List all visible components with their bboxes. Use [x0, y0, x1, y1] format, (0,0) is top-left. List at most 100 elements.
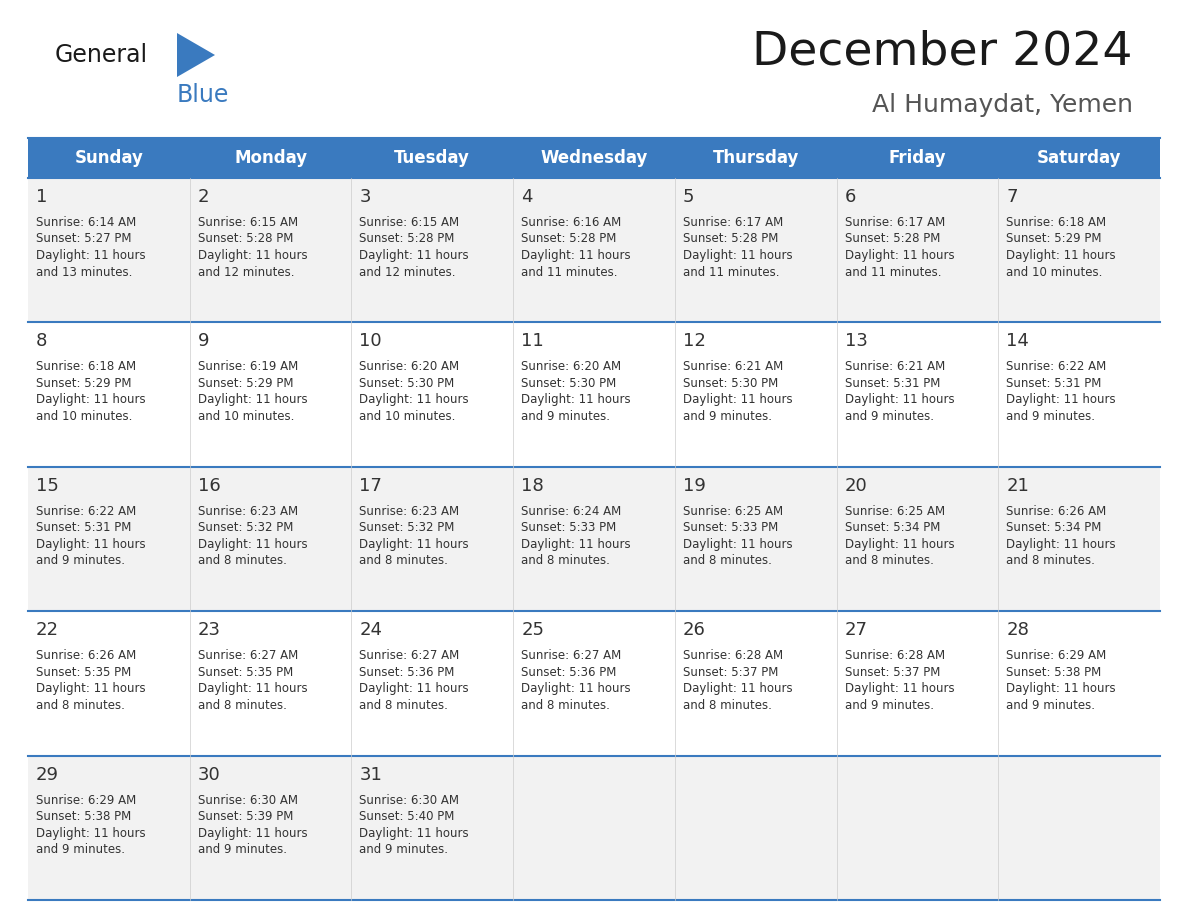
- Text: Sunset: 5:34 PM: Sunset: 5:34 PM: [845, 521, 940, 534]
- Text: Sunrise: 6:17 AM: Sunrise: 6:17 AM: [845, 216, 944, 229]
- Text: and 8 minutes.: and 8 minutes.: [522, 699, 609, 711]
- Text: 9: 9: [197, 332, 209, 351]
- Text: 13: 13: [845, 332, 867, 351]
- Text: Sunrise: 6:30 AM: Sunrise: 6:30 AM: [197, 793, 298, 807]
- Text: Daylight: 11 hours: Daylight: 11 hours: [36, 826, 146, 840]
- Text: Daylight: 11 hours: Daylight: 11 hours: [683, 682, 792, 695]
- Text: and 8 minutes.: and 8 minutes.: [360, 554, 448, 567]
- Text: Daylight: 11 hours: Daylight: 11 hours: [845, 682, 954, 695]
- Text: and 12 minutes.: and 12 minutes.: [197, 265, 295, 278]
- Text: Sunset: 5:38 PM: Sunset: 5:38 PM: [36, 810, 131, 823]
- Bar: [29, 756, 1159, 900]
- Text: Daylight: 11 hours: Daylight: 11 hours: [522, 249, 631, 262]
- Text: Sunrise: 6:24 AM: Sunrise: 6:24 AM: [522, 505, 621, 518]
- Text: and 8 minutes.: and 8 minutes.: [360, 699, 448, 711]
- Text: Daylight: 11 hours: Daylight: 11 hours: [1006, 394, 1116, 407]
- Text: Sunrise: 6:18 AM: Sunrise: 6:18 AM: [36, 361, 137, 374]
- Text: and 9 minutes.: and 9 minutes.: [1006, 410, 1095, 423]
- Text: Daylight: 11 hours: Daylight: 11 hours: [522, 538, 631, 551]
- Text: Sunset: 5:31 PM: Sunset: 5:31 PM: [845, 377, 940, 390]
- Text: and 9 minutes.: and 9 minutes.: [197, 843, 286, 856]
- Text: 3: 3: [360, 188, 371, 206]
- Text: Al Humaydat, Yemen: Al Humaydat, Yemen: [872, 93, 1133, 117]
- Text: 8: 8: [36, 332, 48, 351]
- Text: Sunset: 5:36 PM: Sunset: 5:36 PM: [360, 666, 455, 678]
- Text: 11: 11: [522, 332, 544, 351]
- Text: 15: 15: [36, 476, 59, 495]
- Text: Sunset: 5:28 PM: Sunset: 5:28 PM: [522, 232, 617, 245]
- Text: 31: 31: [360, 766, 383, 784]
- Text: Daylight: 11 hours: Daylight: 11 hours: [360, 394, 469, 407]
- Text: 26: 26: [683, 621, 706, 639]
- Text: 28: 28: [1006, 621, 1029, 639]
- Text: Sunset: 5:34 PM: Sunset: 5:34 PM: [1006, 521, 1101, 534]
- Text: 21: 21: [1006, 476, 1029, 495]
- Text: and 9 minutes.: and 9 minutes.: [36, 843, 125, 856]
- Text: Daylight: 11 hours: Daylight: 11 hours: [197, 538, 308, 551]
- Text: Daylight: 11 hours: Daylight: 11 hours: [845, 394, 954, 407]
- Text: Sunrise: 6:20 AM: Sunrise: 6:20 AM: [522, 361, 621, 374]
- Text: and 13 minutes.: and 13 minutes.: [36, 265, 132, 278]
- Text: Sunset: 5:32 PM: Sunset: 5:32 PM: [197, 521, 293, 534]
- Text: Monday: Monday: [234, 149, 308, 167]
- Text: 16: 16: [197, 476, 221, 495]
- Text: Daylight: 11 hours: Daylight: 11 hours: [522, 394, 631, 407]
- Text: Sunrise: 6:15 AM: Sunrise: 6:15 AM: [360, 216, 460, 229]
- Text: 27: 27: [845, 621, 867, 639]
- Text: 25: 25: [522, 621, 544, 639]
- Text: and 8 minutes.: and 8 minutes.: [197, 554, 286, 567]
- Text: Thursday: Thursday: [713, 149, 798, 167]
- Text: Sunrise: 6:15 AM: Sunrise: 6:15 AM: [197, 216, 298, 229]
- Text: and 8 minutes.: and 8 minutes.: [36, 699, 125, 711]
- Text: Daylight: 11 hours: Daylight: 11 hours: [845, 538, 954, 551]
- Text: Daylight: 11 hours: Daylight: 11 hours: [845, 249, 954, 262]
- Text: 29: 29: [36, 766, 59, 784]
- Text: December 2024: December 2024: [752, 29, 1133, 74]
- Text: 30: 30: [197, 766, 221, 784]
- Text: and 8 minutes.: and 8 minutes.: [1006, 554, 1095, 567]
- Text: Sunrise: 6:21 AM: Sunrise: 6:21 AM: [845, 361, 944, 374]
- Text: Sunset: 5:28 PM: Sunset: 5:28 PM: [845, 232, 940, 245]
- Text: Sunset: 5:29 PM: Sunset: 5:29 PM: [1006, 232, 1101, 245]
- Text: and 10 minutes.: and 10 minutes.: [197, 410, 295, 423]
- Text: Daylight: 11 hours: Daylight: 11 hours: [197, 826, 308, 840]
- Text: Sunset: 5:37 PM: Sunset: 5:37 PM: [845, 666, 940, 678]
- Text: Daylight: 11 hours: Daylight: 11 hours: [1006, 249, 1116, 262]
- Text: Sunrise: 6:27 AM: Sunrise: 6:27 AM: [197, 649, 298, 662]
- Text: Saturday: Saturday: [1037, 149, 1121, 167]
- Text: Tuesday: Tuesday: [394, 149, 470, 167]
- Text: Sunrise: 6:18 AM: Sunrise: 6:18 AM: [1006, 216, 1106, 229]
- Text: Sunset: 5:40 PM: Sunset: 5:40 PM: [360, 810, 455, 823]
- Text: and 9 minutes.: and 9 minutes.: [360, 843, 448, 856]
- Text: Sunrise: 6:23 AM: Sunrise: 6:23 AM: [360, 505, 460, 518]
- Text: Sunset: 5:39 PM: Sunset: 5:39 PM: [197, 810, 293, 823]
- Text: Daylight: 11 hours: Daylight: 11 hours: [197, 394, 308, 407]
- Text: Sunset: 5:28 PM: Sunset: 5:28 PM: [197, 232, 293, 245]
- Text: 19: 19: [683, 476, 706, 495]
- Text: 22: 22: [36, 621, 59, 639]
- Text: and 9 minutes.: and 9 minutes.: [845, 410, 934, 423]
- Text: Blue: Blue: [177, 83, 229, 107]
- Text: Daylight: 11 hours: Daylight: 11 hours: [683, 249, 792, 262]
- Text: 17: 17: [360, 476, 383, 495]
- Text: Daylight: 11 hours: Daylight: 11 hours: [36, 538, 146, 551]
- Bar: [29, 178, 1159, 322]
- Text: and 10 minutes.: and 10 minutes.: [36, 410, 132, 423]
- Text: and 11 minutes.: and 11 minutes.: [845, 265, 941, 278]
- Text: Sunrise: 6:27 AM: Sunrise: 6:27 AM: [360, 649, 460, 662]
- Text: Sunrise: 6:22 AM: Sunrise: 6:22 AM: [36, 505, 137, 518]
- Bar: [29, 138, 1159, 178]
- Text: Sunset: 5:30 PM: Sunset: 5:30 PM: [683, 377, 778, 390]
- Text: Wednesday: Wednesday: [541, 149, 647, 167]
- Text: 18: 18: [522, 476, 544, 495]
- Text: Sunset: 5:36 PM: Sunset: 5:36 PM: [522, 666, 617, 678]
- Text: and 8 minutes.: and 8 minutes.: [683, 699, 772, 711]
- Text: Sunset: 5:38 PM: Sunset: 5:38 PM: [1006, 666, 1101, 678]
- Text: Daylight: 11 hours: Daylight: 11 hours: [522, 682, 631, 695]
- Text: Sunrise: 6:29 AM: Sunrise: 6:29 AM: [1006, 649, 1106, 662]
- Text: 14: 14: [1006, 332, 1029, 351]
- Polygon shape: [177, 33, 215, 77]
- Text: Sunrise: 6:23 AM: Sunrise: 6:23 AM: [197, 505, 298, 518]
- Text: Sunset: 5:35 PM: Sunset: 5:35 PM: [197, 666, 293, 678]
- Text: Sunrise: 6:14 AM: Sunrise: 6:14 AM: [36, 216, 137, 229]
